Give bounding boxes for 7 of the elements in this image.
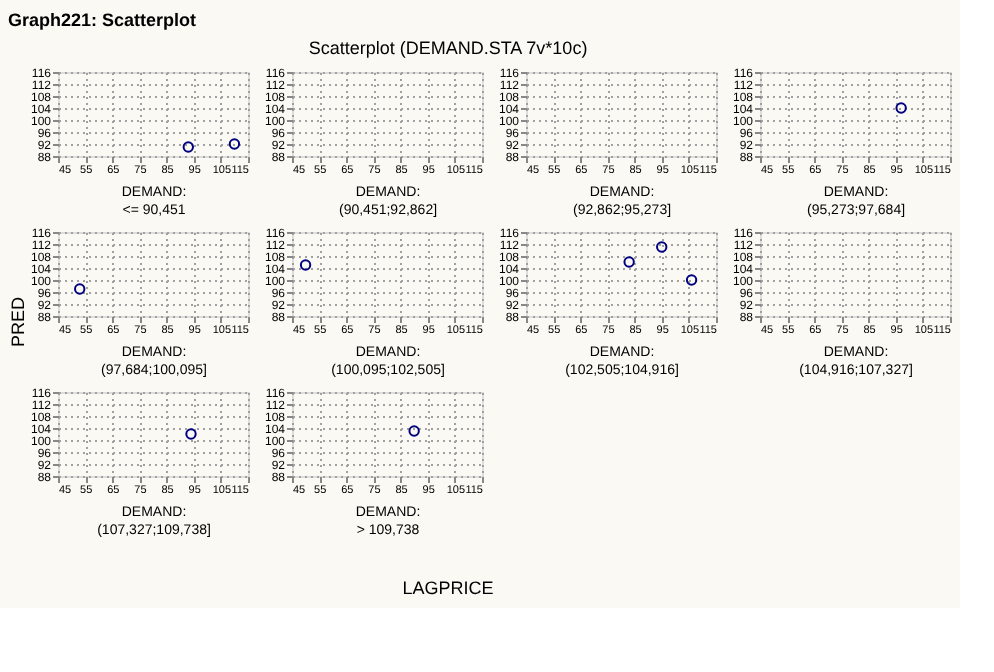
y-axis-title: PRED bbox=[8, 296, 28, 348]
text: Scatterplot (DEMAND.STA 7v*10c) bbox=[308, 38, 588, 58]
text: LAGPRICE bbox=[402, 578, 494, 598]
point bbox=[685, 274, 698, 286]
point bbox=[656, 241, 668, 253]
point bbox=[623, 256, 635, 268]
caption: Graph221: Scatterplot bbox=[8, 10, 197, 30]
